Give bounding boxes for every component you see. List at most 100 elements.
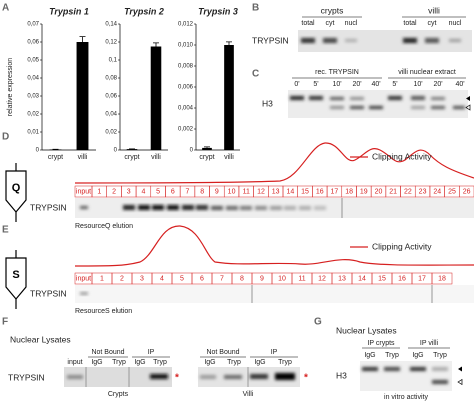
legend-label: Clipping Activity (372, 151, 432, 161)
fraction-label: 5 (156, 188, 160, 195)
column-letter: Q (12, 182, 21, 194)
row-label: TRYPSIN (30, 288, 67, 298)
row-label: TRYPSIN (30, 202, 67, 212)
y-tick-label: 0,012 (178, 22, 194, 28)
lane-label: 20' (433, 81, 442, 88)
y-tick-label: 0,02 (27, 112, 39, 118)
fraction-label: 26 (463, 188, 471, 195)
bar (126, 149, 138, 150)
blot (64, 367, 172, 387)
clipping-curve (74, 142, 474, 184)
fraction-label: 6 (200, 275, 204, 282)
bands (290, 96, 465, 109)
lane-label: 10' (332, 81, 341, 88)
panel-label: C (252, 69, 259, 80)
y-tick-label: 0,12 (105, 40, 117, 46)
group-label: crypts (321, 5, 344, 15)
fraction-label: 13 (272, 188, 280, 195)
lane-label: nucl (449, 20, 462, 27)
blot (75, 285, 474, 303)
fraction-label: 22 (404, 188, 412, 195)
panel-label: E (2, 225, 9, 236)
lane-label: Tryp (153, 359, 167, 366)
bar (76, 42, 89, 150)
lane-label: 0' (294, 81, 299, 88)
marker: * (304, 373, 308, 384)
fraction-label: 13 (338, 275, 346, 282)
arrow-marker (465, 104, 471, 111)
group-label: villi nuclear extract (398, 69, 456, 76)
fraction-label: 9 (260, 275, 264, 282)
caption: in vitro activity (384, 394, 428, 401)
y-tick-label: 0,03 (27, 94, 39, 100)
fraction-label: 25 (448, 188, 456, 195)
lane-label: cyt (326, 20, 335, 27)
caption: Villi (243, 391, 254, 398)
y-tick-label: 0,006 (178, 85, 194, 91)
fraction-label: 15 (301, 188, 309, 195)
fraction-label: 1 (97, 188, 101, 195)
clipping-curve (74, 225, 474, 267)
fraction-label: 12 (257, 188, 265, 195)
bar (49, 149, 62, 150)
group-label: villi (428, 5, 440, 15)
bar (202, 147, 212, 150)
x-tick-label: crypt (199, 154, 214, 161)
y-tick-label: 0 (190, 148, 194, 154)
fraction-label: 18 (345, 188, 353, 195)
fraction-label: 10 (228, 188, 236, 195)
lane-label: IgG (134, 359, 145, 366)
column-icon (5, 250, 27, 309)
blot (198, 367, 300, 387)
lane-label: input (67, 359, 82, 366)
lane-label: 10' (413, 81, 422, 88)
panel-label: D (2, 132, 9, 143)
group-label: IP (148, 349, 155, 356)
lane-label: 40' (455, 81, 464, 88)
lane-label: Tryp (112, 359, 126, 366)
y-tick-label: 0,07 (27, 22, 39, 28)
blot (288, 90, 468, 118)
group-label: IP (271, 349, 278, 356)
fraction-label: 3 (127, 188, 131, 195)
fraction-label: 9 (215, 188, 219, 195)
y-tick-label: 0 (36, 148, 40, 154)
fraction-label: 17 (331, 188, 339, 195)
caption: ResourceS elution (75, 308, 132, 315)
y-tick-label: 0,04 (105, 112, 117, 118)
y-axis-label: relative expression (7, 58, 14, 116)
y-tick-label: 0,08 (105, 76, 117, 82)
group-label: Not Bound (91, 349, 124, 356)
lane-label: IgG (364, 352, 375, 359)
fraction-label: input (76, 275, 91, 282)
y-tick-label: 0,04 (27, 76, 39, 82)
arrow-marker (458, 366, 462, 372)
chart-title: Trypsin 1 (49, 6, 89, 16)
panel-label: G (314, 317, 322, 328)
lane-label: IgG (204, 359, 215, 366)
error-bar (153, 42, 159, 47)
fraction-label: 14 (286, 188, 294, 195)
arrow-marker (457, 378, 463, 386)
lane-label: cyt (428, 20, 437, 27)
panel-title: Nuclear Lysates (10, 334, 71, 344)
error-bar (226, 41, 232, 45)
fraction-label: 8 (200, 188, 204, 195)
fraction-box (431, 272, 453, 285)
lane-label: total (301, 20, 315, 27)
lane-label: 5' (313, 81, 318, 88)
fraction-label: 8 (240, 275, 244, 282)
chart-title: Trypsin 2 (124, 6, 164, 16)
group-label: rec. TRYPSIN (315, 69, 359, 76)
y-tick-label: 0,004 (178, 106, 194, 112)
column-icon (5, 163, 27, 222)
lane-label: 5' (392, 81, 397, 88)
fraction-label: 16 (398, 275, 406, 282)
fraction-label: 10 (278, 275, 286, 282)
row-label: H3 (262, 98, 273, 108)
lane-label: IgG (412, 352, 423, 359)
fraction-label: 20 (375, 188, 383, 195)
row-label: TRYPSIN (8, 372, 45, 382)
fraction-label: 7 (186, 188, 190, 195)
row-label: H3 (336, 370, 347, 380)
